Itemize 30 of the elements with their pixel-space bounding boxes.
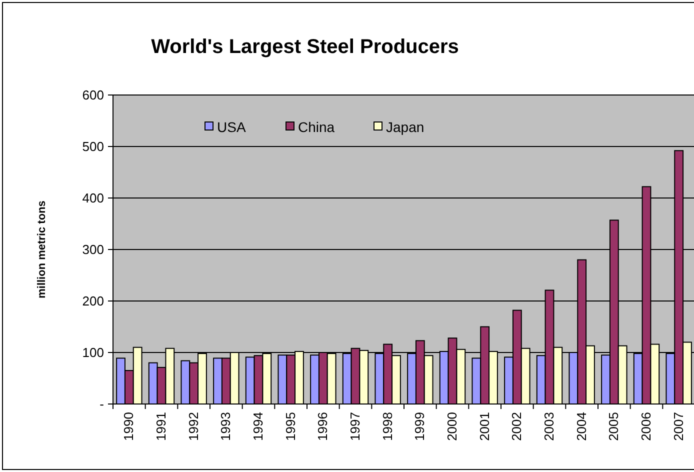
legend-label: Japan bbox=[386, 118, 424, 135]
x-tick-label: 1990 bbox=[121, 412, 136, 441]
y-tick-label: 100 bbox=[82, 345, 104, 360]
x-tick-label: 1996 bbox=[315, 412, 330, 441]
x-tick-label: 2005 bbox=[606, 412, 622, 441]
x-tick-label: 1998 bbox=[380, 412, 395, 441]
legend-label: USA bbox=[217, 118, 246, 135]
x-tick-label: 1993 bbox=[218, 412, 234, 441]
y-tick-label: 300 bbox=[82, 242, 104, 258]
x-tick-label: 2006 bbox=[638, 412, 654, 441]
y-tick-label: - bbox=[100, 396, 104, 412]
x-tick-label: 2003 bbox=[542, 412, 556, 441]
x-tick-label: 1991 bbox=[154, 412, 168, 441]
y-tick-label: 200 bbox=[82, 294, 104, 309]
x-tick-label: 2002 bbox=[509, 412, 524, 441]
chart-title: World's Largest Steel Producers bbox=[151, 36, 459, 58]
x-tick-label: 2000 bbox=[444, 412, 460, 441]
x-tick-label: 1997 bbox=[348, 412, 362, 441]
x-tick-label: 2007 bbox=[670, 412, 686, 441]
y-axis-title: million metric tons bbox=[36, 200, 48, 298]
y-tick-label: 400 bbox=[82, 190, 104, 206]
y-tick-label: 500 bbox=[82, 139, 104, 154]
legend-label: China bbox=[298, 118, 335, 135]
x-tick-label: 1994 bbox=[250, 412, 266, 441]
y-tick-label: 600 bbox=[82, 88, 104, 103]
x-tick-label: 2001 bbox=[476, 412, 492, 441]
x-tick-label: 2004 bbox=[574, 412, 589, 441]
x-tick-label: 1999 bbox=[412, 412, 428, 441]
x-tick-label: 1995 bbox=[282, 412, 298, 441]
x-tick-label: 1992 bbox=[186, 412, 201, 441]
